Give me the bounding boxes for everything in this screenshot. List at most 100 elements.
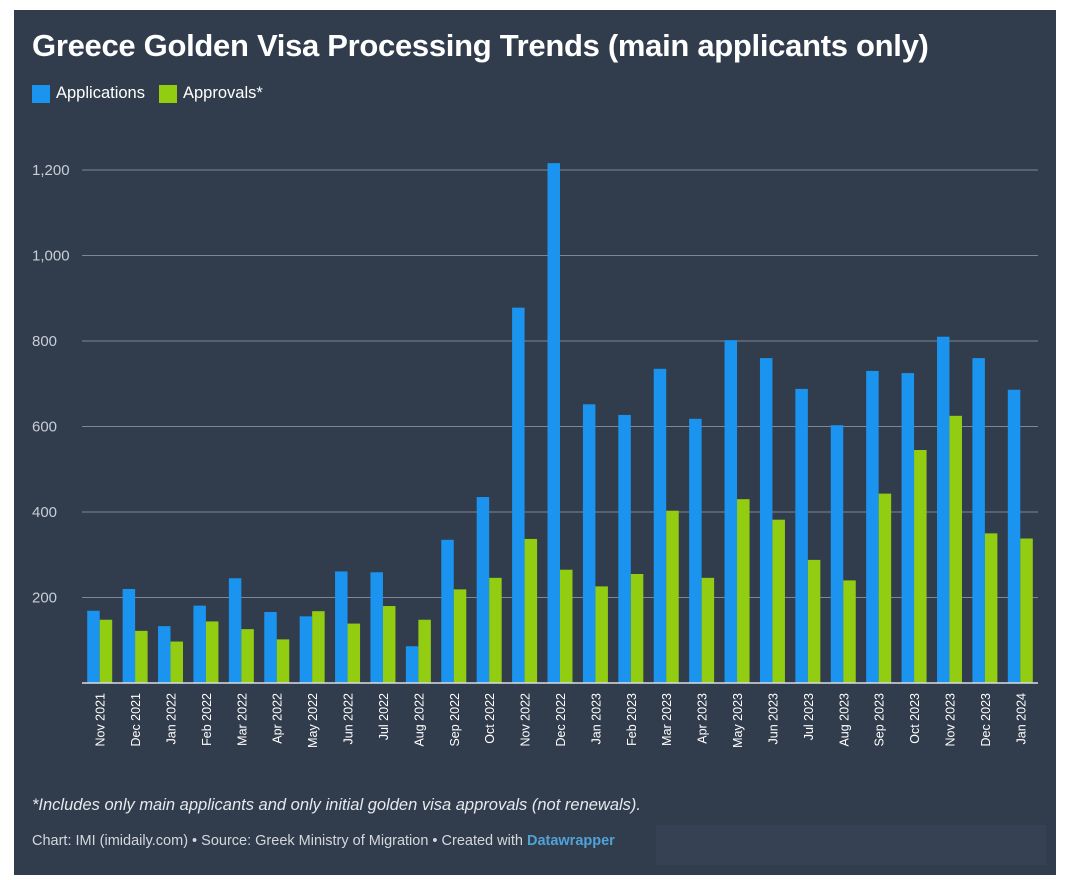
bar-applications (405, 646, 419, 683)
legend: Applications Approvals* (32, 84, 263, 103)
x-tick-label: Nov 2022 (519, 693, 533, 747)
bar-applications (689, 418, 702, 683)
x-tick-label: May 2022 (306, 693, 320, 748)
bar-approvals (489, 577, 502, 683)
bar-applications (441, 539, 454, 683)
bar-applications (299, 616, 313, 683)
x-tick-label: Aug 2022 (412, 693, 426, 747)
x-tick-label: Mar 2023 (660, 693, 674, 746)
bar-approvals (984, 533, 998, 683)
bar-approvals (241, 629, 254, 683)
bar-approvals (560, 569, 573, 683)
x-tick-label: Jun 2022 (342, 693, 356, 744)
footer-box (656, 825, 1046, 865)
bar-approvals (347, 623, 361, 683)
bar-applications (158, 626, 171, 683)
bar-applications (795, 388, 808, 683)
bar-applications (866, 370, 879, 683)
bar-approvals (772, 519, 785, 683)
legend-swatch-approvals (158, 84, 177, 103)
bar-applications (547, 163, 560, 683)
y-tick-label: 600 (32, 419, 57, 436)
bar-approvals (312, 611, 325, 683)
legend-label-applications: Applications (56, 84, 145, 102)
bar-approvals (453, 589, 467, 683)
x-tick-label: Aug 2023 (837, 693, 851, 747)
legend-label-approvals: Approvals* (182, 84, 263, 102)
bar-approvals (170, 641, 184, 683)
x-tick-label: May 2023 (731, 693, 745, 748)
x-tick-label: Dec 2022 (554, 693, 568, 747)
x-tick-label: Feb 2023 (625, 693, 639, 746)
legend-item-approvals: Approvals* (158, 84, 263, 103)
bar-approvals (737, 499, 750, 683)
bar-applications (335, 571, 348, 683)
x-tick-label: Nov 2023 (943, 693, 957, 747)
bar-applications (830, 425, 844, 683)
bar-approvals (99, 619, 113, 683)
x-tick-label: Dec 2023 (979, 693, 993, 747)
footer-credits: Chart: IMI (imidaily.com) • Source: Gree… (32, 833, 527, 849)
bar-approvals (878, 493, 892, 683)
chart-title: Greece Golden Visa Processing Trends (ma… (32, 28, 929, 63)
bar-approvals (630, 573, 644, 683)
y-tick-label: 200 (32, 590, 57, 607)
x-tick-label: Jul 2023 (802, 693, 816, 740)
x-tick-label: Mar 2022 (235, 693, 249, 746)
bar-applications (193, 605, 206, 683)
y-tick-label: 1,000 (32, 248, 70, 265)
bar-applications (476, 497, 490, 683)
bar-approvals (949, 415, 962, 683)
x-tick-label: Oct 2023 (908, 693, 922, 744)
chart-card: Greece Golden Visa Processing Trends (ma… (14, 10, 1056, 875)
footer: Chart: IMI (imidaily.com) • Source: Gree… (32, 833, 615, 849)
legend-item-applications: Applications (32, 84, 145, 103)
bar-approvals (418, 619, 431, 683)
y-tick-label: 800 (32, 333, 57, 350)
bar-applications (759, 358, 773, 683)
bar-applications (901, 373, 915, 683)
x-tick-label: Sep 2023 (873, 693, 887, 747)
x-tick-label: Jan 2023 (589, 693, 603, 744)
x-tick-label: Sep 2022 (448, 693, 462, 747)
bar-applications (512, 307, 525, 683)
y-tick-label: 1,200 (32, 162, 70, 179)
x-tick-label: Apr 2023 (696, 693, 710, 744)
bar-applications (228, 578, 242, 683)
x-tick-label: Jul 2022 (377, 693, 391, 740)
bar-approvals (666, 510, 679, 683)
bar-approvals (843, 580, 856, 683)
bar-approvals (276, 639, 290, 683)
x-tick-label: Jun 2023 (766, 693, 780, 744)
bar-approvals (1020, 538, 1033, 683)
x-tick-label: Dec 2021 (129, 693, 143, 747)
x-tick-label: Nov 2021 (94, 693, 108, 747)
datawrapper-link[interactable]: Datawrapper (526, 833, 615, 849)
bar-approvals (701, 577, 715, 683)
bar-applications (122, 588, 136, 683)
footnote: *Includes only main applicants and only … (32, 796, 642, 814)
bar-applications (653, 368, 667, 683)
x-tick-label: Oct 2022 (483, 693, 497, 744)
bar-approvals (135, 630, 148, 683)
bar-applications (1007, 389, 1021, 683)
bar-approvals (382, 606, 396, 683)
bar-approvals (914, 450, 927, 683)
bar-approvals (524, 538, 538, 683)
bar-applications (618, 414, 631, 683)
bar-applications (936, 336, 950, 683)
bar-chart: 200 400 600 800 1,000 1,200 Nov 2021 Dec 2021 Ja… (32, 162, 1038, 748)
y-tick-label: 400 (32, 504, 57, 521)
bar-applications (972, 358, 985, 683)
x-tick-label: Apr 2022 (271, 693, 285, 744)
x-tick-label: Jan 2022 (165, 693, 179, 744)
bar-applications (264, 612, 277, 683)
bar-approvals (205, 621, 219, 683)
bar-approvals (807, 559, 821, 683)
x-tick-label: Jan 2024 (1014, 693, 1028, 744)
bar-applications (87, 610, 100, 683)
bar-applications (724, 340, 738, 683)
x-tick-label: Feb 2022 (200, 693, 214, 746)
bar-applications (582, 404, 596, 683)
bar-applications (370, 572, 383, 683)
